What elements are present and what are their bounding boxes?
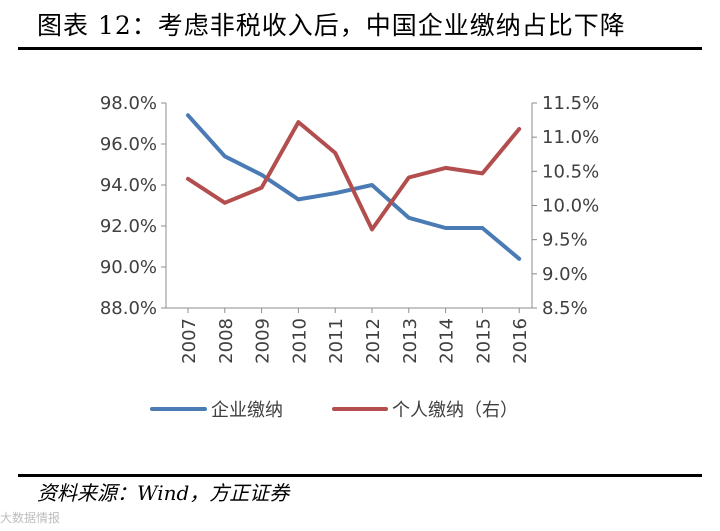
chart-legend: 企业缴纳 个人缴纳（右） [150,400,518,421]
left-axis-tick-label: 90.0% [100,257,157,278]
x-axis-tick-label: 2015 [473,318,494,364]
left-axis-tick-label: 96.0% [100,134,157,155]
right-axis-tick-label: 9.5% [542,230,588,251]
x-axis-tick-label: 2012 [363,318,384,364]
right-axis-tick-label: 10.5% [542,161,599,182]
source-note: 资料来源：Wind，方正证券 [37,481,290,505]
x-axis-tick-label: 2009 [253,318,274,364]
source-divider [18,474,702,477]
x-axis-tick-label: 2016 [510,318,531,364]
watermark: 大数据情报 [0,511,61,525]
legend-label: 个人缴纳（右） [392,400,518,421]
left-axis-tick-label: 98.0% [100,93,157,114]
x-axis-tick-label: 2007 [179,318,200,364]
right-axis-tick-label: 10.0% [542,196,599,217]
right-axis-tick-label: 11.5% [542,93,599,114]
left-axis-tick-label: 88.0% [100,298,157,319]
x-axis-tick-label: 2008 [216,318,237,364]
series-line-individual [186,120,522,232]
title-divider [18,47,702,50]
x-axis-tick-label: 2010 [289,318,310,364]
legend-label: 企业缴纳 [211,400,283,421]
chart-title: 图表 12：考虑非税收入后，中国企业缴纳占比下降 [37,11,626,40]
x-axis-tick-label: 2014 [437,318,458,364]
x-axis-tick-label: 2011 [326,318,347,364]
left-axis-tick-label: 94.0% [100,175,157,196]
chart-series [186,113,522,261]
left-axis-tick-label: 92.0% [100,216,157,237]
right-axis-tick-label: 9.0% [542,264,588,285]
right-axis-tick-label: 11.0% [542,127,599,148]
right-axis-tick-label: 8.5% [542,298,588,319]
x-axis-tick-label: 2013 [400,318,421,364]
chart-axes: 88.0% 90.0% 92.0% 94.0% 96.0% 98.0% 8.5% 9.0% 9.… [100,93,599,364]
